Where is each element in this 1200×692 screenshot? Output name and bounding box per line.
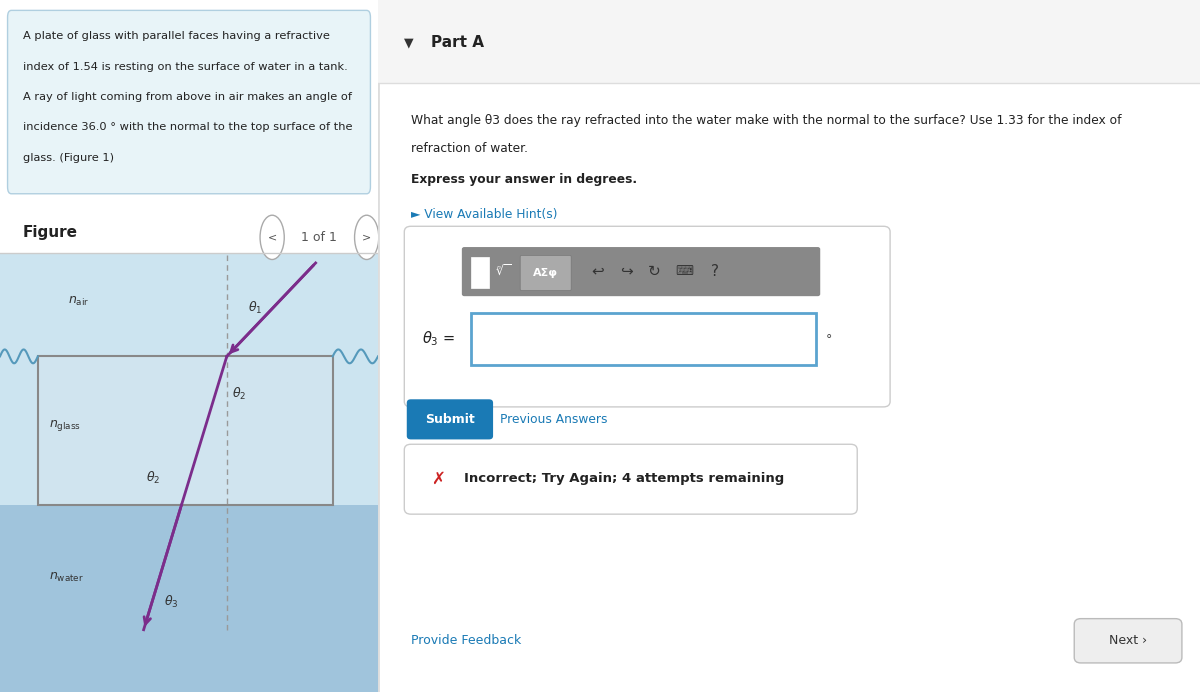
Text: °: ° — [826, 333, 833, 345]
Text: Incorrect; Try Again; 4 attempts remaining: Incorrect; Try Again; 4 attempts remaini… — [464, 473, 785, 485]
Text: What angle θ3 does the ray refracted into the water make with the normal to the : What angle θ3 does the ray refracted int… — [410, 114, 1121, 127]
Text: incidence 36.0 ° with the normal to the top surface of the: incidence 36.0 ° with the normal to the … — [23, 122, 352, 132]
Text: ↻: ↻ — [648, 264, 660, 279]
Text: 1 of 1: 1 of 1 — [301, 231, 337, 244]
Text: refraction of water.: refraction of water. — [410, 142, 528, 155]
Text: $\theta_1$: $\theta_1$ — [247, 300, 262, 316]
Text: A plate of glass with parallel faces having a refractive: A plate of glass with parallel faces hav… — [23, 31, 330, 41]
Text: Part A: Part A — [432, 35, 485, 51]
Text: ▼: ▼ — [404, 37, 414, 49]
Text: Figure: Figure — [23, 225, 78, 240]
FancyBboxPatch shape — [521, 255, 571, 291]
Text: ?: ? — [710, 264, 719, 279]
FancyBboxPatch shape — [0, 505, 378, 692]
FancyBboxPatch shape — [404, 444, 857, 514]
Text: $n_{\rm water}$: $n_{\rm water}$ — [49, 572, 84, 584]
Text: ⌨: ⌨ — [676, 265, 694, 277]
FancyBboxPatch shape — [462, 247, 821, 296]
Text: >: > — [362, 233, 371, 242]
Text: Previous Answers: Previous Answers — [499, 413, 607, 426]
Text: ↩: ↩ — [592, 264, 605, 279]
FancyBboxPatch shape — [38, 356, 332, 505]
FancyBboxPatch shape — [470, 313, 816, 365]
FancyBboxPatch shape — [1074, 619, 1182, 663]
Text: glass. (Figure 1): glass. (Figure 1) — [23, 153, 114, 163]
Text: Express your answer in degrees.: Express your answer in degrees. — [410, 173, 637, 186]
Text: $\theta_3$: $\theta_3$ — [164, 594, 179, 610]
Text: Provide Feedback: Provide Feedback — [410, 634, 521, 646]
FancyBboxPatch shape — [407, 399, 493, 439]
FancyBboxPatch shape — [404, 226, 890, 407]
Text: $n_{\rm glass}$: $n_{\rm glass}$ — [49, 418, 82, 433]
Text: Submit: Submit — [425, 413, 475, 426]
Text: $n_{\rm air}$: $n_{\rm air}$ — [68, 295, 89, 307]
Text: Next ›: Next › — [1109, 635, 1147, 647]
FancyBboxPatch shape — [0, 253, 378, 692]
Text: <: < — [268, 233, 277, 242]
Text: ΑΣφ: ΑΣφ — [533, 268, 558, 277]
Text: A ray of light coming from above in air makes an angle of: A ray of light coming from above in air … — [23, 92, 352, 102]
Text: $\theta_2$: $\theta_2$ — [233, 386, 247, 403]
Text: $\theta_2$: $\theta_2$ — [145, 469, 160, 486]
Text: ✗: ✗ — [432, 470, 445, 488]
FancyBboxPatch shape — [470, 257, 488, 288]
Circle shape — [354, 215, 379, 260]
Text: ↪: ↪ — [620, 264, 634, 279]
Circle shape — [260, 215, 284, 260]
Text: ► View Available Hint(s): ► View Available Hint(s) — [410, 208, 557, 221]
Text: $\sqrt[n]{\,}$: $\sqrt[n]{\,}$ — [497, 264, 511, 279]
FancyBboxPatch shape — [378, 0, 1200, 83]
Text: index of 1.54 is resting on the surface of water in a tank.: index of 1.54 is resting on the surface … — [23, 62, 348, 71]
Text: $\theta_3$ =: $\theta_3$ = — [421, 329, 455, 349]
FancyBboxPatch shape — [7, 10, 371, 194]
